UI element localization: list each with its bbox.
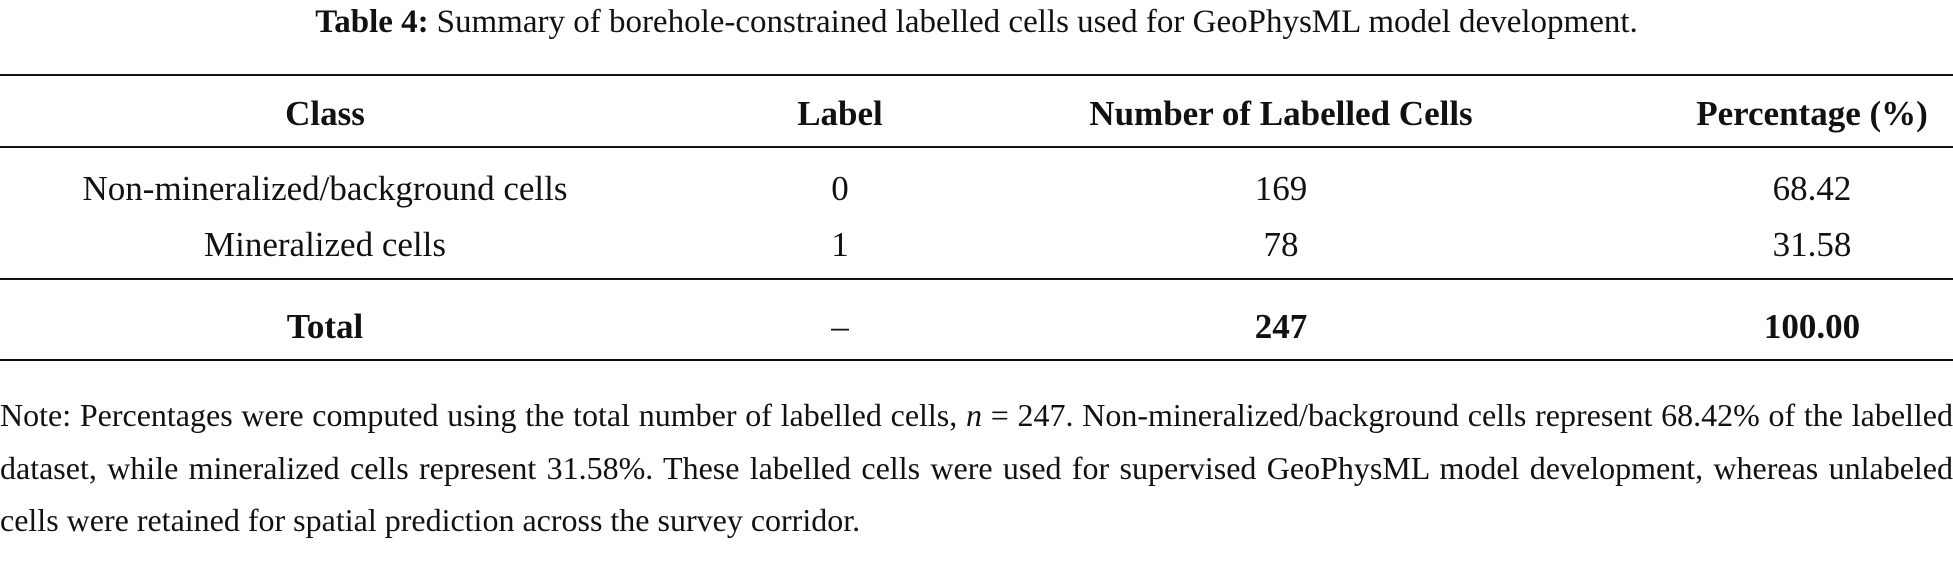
bottom-rule bbox=[0, 359, 1953, 361]
header-cell: Label bbox=[797, 94, 883, 133]
table-cell: 0 bbox=[831, 169, 849, 208]
table-cell: 31.58 bbox=[1772, 225, 1852, 264]
header-cell: Percentage (%) bbox=[1696, 94, 1928, 133]
caption-label: Table 4: bbox=[315, 4, 429, 40]
total-cell: – bbox=[831, 307, 849, 346]
table-cell: Mineralized cells bbox=[204, 225, 446, 264]
header-rule bbox=[0, 146, 1953, 148]
table-note: Note: Percentages were computed using th… bbox=[0, 389, 1953, 547]
table-cell: 68.42 bbox=[1772, 169, 1852, 208]
total-rule bbox=[0, 278, 1953, 280]
table-cell: 78 bbox=[1263, 225, 1299, 264]
note-variable: n bbox=[966, 397, 982, 433]
total-cell: Total bbox=[286, 307, 364, 346]
total-cell: 100.00 bbox=[1763, 307, 1861, 346]
header-cell: Number of Labelled Cells bbox=[1089, 94, 1473, 133]
note-text: Note: Percentages were computed using th… bbox=[0, 397, 966, 433]
table-cell: 169 bbox=[1254, 169, 1308, 208]
top-rule bbox=[0, 74, 1953, 76]
total-cell: 247 bbox=[1254, 307, 1308, 346]
table-cell: Non-mineralized/background cells bbox=[82, 169, 568, 208]
caption-text: Summary of borehole-constrained labelled… bbox=[436, 4, 1638, 40]
table-caption: Table 4: Summary of borehole-constrained … bbox=[0, 0, 1953, 44]
header-cell: Class bbox=[285, 94, 365, 133]
note-text: = 247. Non-mineralized/background cells … bbox=[0, 397, 1953, 538]
table-cell: 1 bbox=[831, 225, 849, 264]
